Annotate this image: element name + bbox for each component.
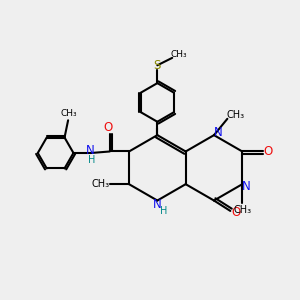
Text: CH₃: CH₃ — [233, 205, 251, 215]
Text: N: N — [85, 144, 94, 157]
Text: O: O — [264, 145, 273, 158]
Text: O: O — [231, 206, 240, 219]
Text: H: H — [88, 154, 96, 164]
Text: CH₃: CH₃ — [92, 179, 110, 189]
Text: N: N — [242, 180, 250, 193]
Text: N: N — [214, 126, 222, 139]
Text: CH₃: CH₃ — [61, 109, 77, 118]
Text: CH₃: CH₃ — [170, 50, 187, 59]
Text: N: N — [152, 198, 161, 211]
Text: S: S — [154, 59, 161, 72]
Text: O: O — [103, 121, 113, 134]
Text: CH₃: CH₃ — [226, 110, 245, 120]
Text: H: H — [160, 206, 167, 216]
